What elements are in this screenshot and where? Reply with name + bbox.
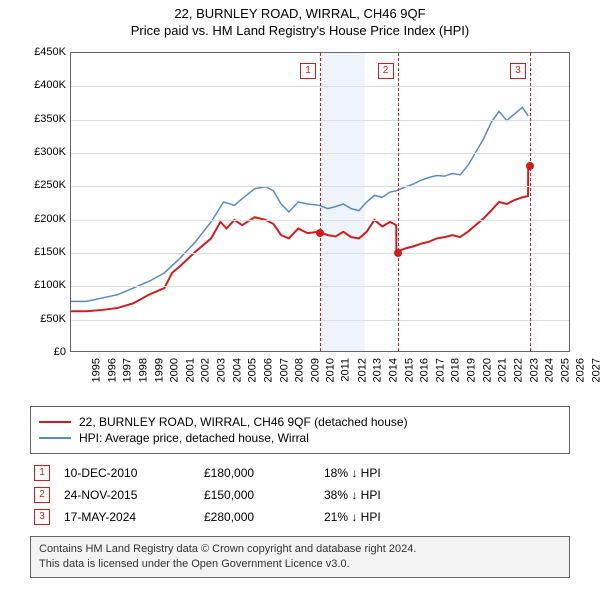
y-tick-label: £0 [22, 346, 66, 358]
x-tick-label: 1996 [106, 358, 118, 382]
y-tick-label: £50K [22, 313, 66, 325]
sale-row: 1 10-DEC-2010£180,00018% ↓ HPI [30, 462, 570, 484]
sale-point [526, 162, 534, 170]
x-tick-label: 2013 [372, 358, 384, 382]
sale-index-box: 3 [34, 509, 50, 525]
event-marker: 2 [378, 63, 394, 79]
event-vline [398, 53, 399, 351]
event-marker: 1 [300, 63, 316, 79]
x-tick-label: 2011 [340, 358, 352, 382]
legend-label: HPI: Average price, detached house, Wirr… [79, 431, 309, 445]
event-marker: 3 [510, 63, 526, 79]
y-tick-label: £350K [22, 113, 66, 125]
series-line-hpi [71, 107, 528, 301]
x-tick-label: 2002 [200, 358, 212, 382]
legend-item: HPI: Average price, detached house, Wirr… [39, 431, 561, 445]
footer-line: Contains HM Land Registry data © Crown c… [39, 542, 561, 557]
sale-diff: 21% ↓ HPI [324, 510, 570, 524]
sale-date: 24-NOV-2015 [64, 488, 204, 502]
sales-table: 1 10-DEC-2010£180,00018% ↓ HPI 2 24-NOV-201… [30, 462, 570, 528]
footer-line: This data is licensed under the Open Gov… [39, 557, 561, 572]
x-tick-label: 2008 [294, 358, 306, 382]
legend-label: 22, BURNLEY ROAD, WIRRAL, CH46 9QF (deta… [79, 415, 408, 429]
x-tick-label: 1997 [122, 358, 134, 382]
sale-index-box: 2 [34, 487, 50, 503]
x-tick-label: 2007 [278, 358, 290, 382]
x-tick-label: 2003 [215, 358, 227, 382]
sale-date: 10-DEC-2010 [64, 466, 204, 480]
x-tick-label: 2017 [434, 358, 446, 382]
x-tick-label: 2027 [590, 358, 600, 382]
sale-diff: 18% ↓ HPI [324, 466, 570, 480]
x-tick-label: 2024 [544, 358, 556, 382]
x-tick-label: 2000 [169, 358, 181, 382]
x-tick-label: 2001 [184, 358, 196, 382]
sale-date: 17-MAY-2024 [64, 510, 204, 524]
x-tick-label: 1995 [90, 358, 102, 382]
legend-item: 22, BURNLEY ROAD, WIRRAL, CH46 9QF (deta… [39, 415, 561, 429]
sale-index-box: 1 [34, 465, 50, 481]
page-title-line1: 22, BURNLEY ROAD, WIRRAL, CH46 9QF [0, 6, 600, 21]
chart: £0 £50K £100K £150K £200K £250K £300K £350K £400… [20, 46, 580, 406]
sale-diff: 38% ↓ HPI [324, 488, 570, 502]
y-tick-label: £200K [22, 213, 66, 225]
plot-area: 1 2 3 [70, 52, 570, 352]
event-vline [530, 53, 531, 351]
legend: 22, BURNLEY ROAD, WIRRAL, CH46 9QF (deta… [30, 406, 570, 454]
y-tick-label: £450K [22, 46, 66, 58]
x-tick-label: 2009 [309, 358, 321, 382]
attribution-footer: Contains HM Land Registry data © Crown c… [30, 536, 570, 578]
series-line-price_paid [71, 166, 528, 312]
x-tick-label: 2012 [356, 358, 368, 382]
legend-swatch [39, 437, 71, 439]
sale-row: 3 17-MAY-2024£280,00021% ↓ HPI [30, 506, 570, 528]
y-tick-label: £300K [22, 146, 66, 158]
x-tick-label: 2016 [419, 358, 431, 382]
sale-point [394, 249, 402, 257]
x-tick-label: 2010 [325, 358, 337, 382]
x-tick-label: 1998 [137, 358, 149, 382]
x-tick-label: 2018 [450, 358, 462, 382]
y-tick-label: £250K [22, 179, 66, 191]
x-tick-label: 2005 [247, 358, 259, 382]
x-tick-label: 2021 [497, 358, 509, 382]
x-tick-label: 2026 [575, 358, 587, 382]
x-tick-label: 2025 [559, 358, 571, 382]
sale-row: 2 24-NOV-2015£150,00038% ↓ HPI [30, 484, 570, 506]
x-tick-label: 2006 [262, 358, 274, 382]
x-tick-label: 1999 [153, 358, 165, 382]
event-vline [320, 53, 321, 351]
sale-point [316, 229, 324, 237]
sale-price: £150,000 [204, 488, 324, 502]
x-tick-label: 2023 [528, 358, 540, 382]
y-tick-label: £400K [22, 79, 66, 91]
x-tick-label: 2022 [512, 358, 524, 382]
x-tick-label: 2020 [481, 358, 493, 382]
y-tick-label: £150K [22, 246, 66, 258]
x-tick-label: 2015 [403, 358, 415, 382]
x-tick-label: 2019 [465, 358, 477, 382]
x-tick-label: 2014 [387, 358, 399, 382]
y-tick-label: £100K [22, 279, 66, 291]
sale-price: £280,000 [204, 510, 324, 524]
sale-price: £180,000 [204, 466, 324, 480]
x-tick-label: 2004 [231, 358, 243, 382]
legend-swatch [39, 421, 71, 423]
page-title-line2: Price paid vs. HM Land Registry's House … [0, 23, 600, 38]
